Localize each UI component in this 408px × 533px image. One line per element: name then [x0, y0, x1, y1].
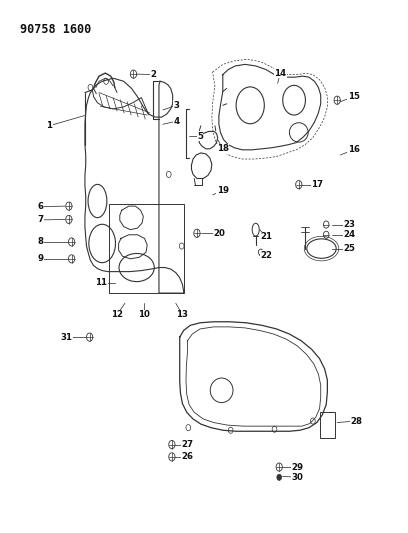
Text: 8: 8 — [37, 237, 43, 246]
Text: 20: 20 — [214, 229, 226, 238]
Text: 16: 16 — [348, 146, 359, 155]
Text: 21: 21 — [261, 232, 273, 241]
Text: 12: 12 — [111, 310, 123, 319]
Text: 17: 17 — [312, 180, 324, 189]
Text: 27: 27 — [182, 440, 194, 449]
Text: 6: 6 — [37, 202, 43, 211]
Text: 10: 10 — [139, 310, 151, 319]
Text: 29: 29 — [291, 463, 303, 472]
Text: 2: 2 — [150, 70, 156, 79]
Text: 26: 26 — [182, 453, 193, 462]
Text: 30: 30 — [291, 473, 303, 482]
Text: 13: 13 — [176, 310, 188, 319]
Text: 23: 23 — [344, 220, 356, 229]
Text: 18: 18 — [217, 144, 229, 154]
Text: 4: 4 — [173, 117, 180, 126]
Text: 25: 25 — [344, 244, 356, 253]
Text: 22: 22 — [261, 251, 273, 260]
Text: 31: 31 — [60, 333, 72, 342]
Text: 15: 15 — [348, 92, 359, 101]
Text: 5: 5 — [197, 132, 203, 141]
Text: 24: 24 — [344, 230, 356, 239]
Text: 11: 11 — [95, 278, 107, 287]
Text: 28: 28 — [350, 416, 362, 425]
Text: 90758 1600: 90758 1600 — [20, 23, 91, 36]
Text: 9: 9 — [37, 254, 43, 263]
Text: 1: 1 — [46, 122, 52, 130]
Text: 7: 7 — [37, 215, 43, 224]
Text: 14: 14 — [274, 69, 286, 78]
Circle shape — [277, 474, 282, 480]
Text: 3: 3 — [173, 101, 180, 110]
Text: 19: 19 — [217, 186, 229, 195]
